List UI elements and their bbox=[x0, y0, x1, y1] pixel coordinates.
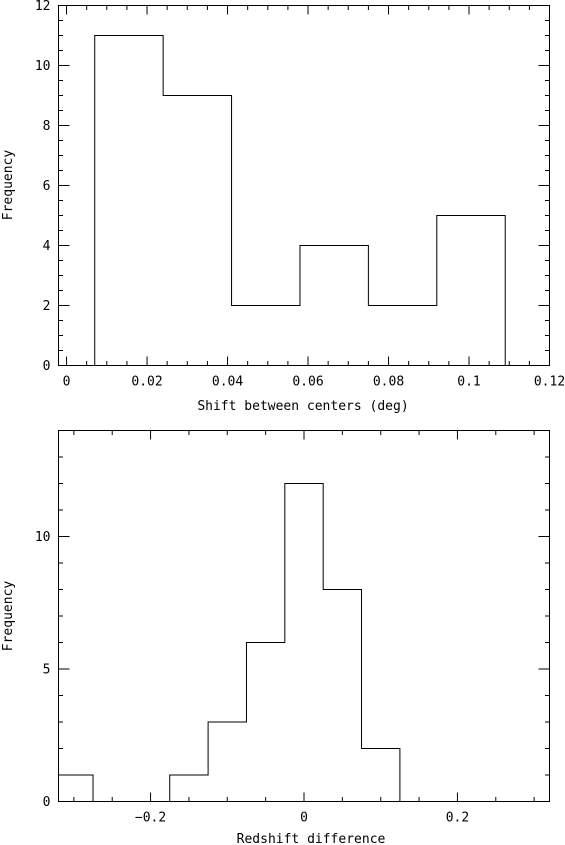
top-histogram-panel: 0 0.02 0.04 0.06 0.08 0.1 0.12 0 2 4 6 8 10 12 Shift… bbox=[1, 0, 565, 414]
top-y-tick-label: 6 bbox=[43, 179, 51, 194]
top-y-tick-labels: 0 2 4 6 8 10 12 bbox=[35, 0, 51, 374]
top-y-tick-label: 4 bbox=[43, 239, 51, 254]
top-y-tick-label: 2 bbox=[43, 299, 51, 314]
top-x-axis-label: Shift between centers (deg) bbox=[197, 399, 408, 414]
bottom-axis-ticks bbox=[58, 430, 550, 802]
top-y-tick-label: 0 bbox=[43, 359, 51, 374]
bottom-y-tick-labels: 0 5 10 bbox=[35, 530, 51, 810]
bottom-histogram-steps bbox=[58, 483, 481, 802]
bottom-x-tick-labels: −0.2 0 0.2 bbox=[135, 811, 469, 826]
top-x-tick-label: 0.04 bbox=[212, 375, 243, 390]
top-x-tick-labels: 0 0.02 0.04 0.06 0.08 0.1 0.12 bbox=[63, 375, 565, 390]
top-x-tick-label: 0.1 bbox=[457, 375, 480, 390]
bottom-y-tick-label: 5 bbox=[43, 663, 51, 678]
top-histogram-steps bbox=[58, 35, 550, 366]
bottom-y-axis-label: Frequency bbox=[1, 581, 16, 652]
top-y-axis-label: Frequency bbox=[1, 150, 16, 221]
bottom-x-tick-label: 0 bbox=[300, 811, 308, 826]
bottom-x-tick-label: 0.2 bbox=[446, 811, 469, 826]
top-x-tick-label: 0.06 bbox=[292, 375, 323, 390]
top-plot-frame bbox=[58, 5, 550, 366]
top-x-tick-label: 0.02 bbox=[131, 375, 162, 390]
top-axis-ticks bbox=[58, 5, 550, 366]
top-x-tick-label: 0 bbox=[63, 375, 71, 390]
top-y-tick-label: 12 bbox=[35, 0, 51, 14]
bottom-x-axis-label: Redshift difference bbox=[237, 832, 386, 845]
bottom-plot-frame bbox=[58, 430, 550, 802]
top-y-tick-label: 10 bbox=[35, 59, 51, 74]
bottom-histogram-panel: −0.2 0 0.2 0 5 10 Redshift difference Freque… bbox=[1, 430, 550, 845]
top-x-tick-label: 0.12 bbox=[534, 375, 565, 390]
top-x-tick-label: 0.08 bbox=[373, 375, 404, 390]
bottom-x-tick-label: −0.2 bbox=[135, 811, 166, 826]
bottom-y-tick-label: 0 bbox=[43, 795, 51, 810]
bottom-y-tick-label: 10 bbox=[35, 530, 51, 545]
top-y-tick-label: 8 bbox=[43, 119, 51, 134]
